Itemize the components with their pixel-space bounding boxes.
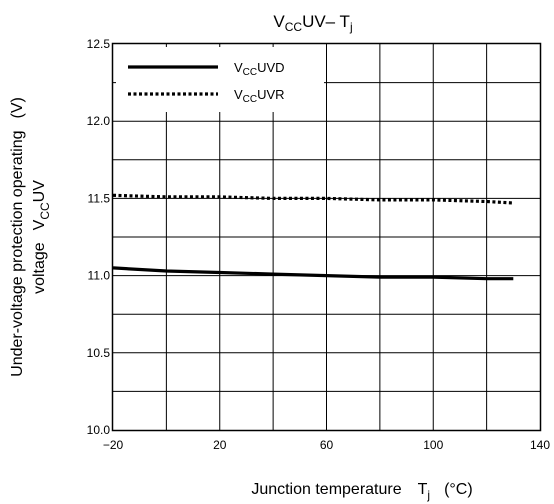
plot-border: [111, 42, 542, 432]
x-tick-label: 60: [320, 438, 334, 452]
series-group: [112, 193, 514, 281]
x-tick-label: −20: [103, 438, 124, 452]
x-tick-labels: −20 20 60 100 140: [103, 438, 551, 452]
y-tick-label: 11.5: [88, 191, 111, 205]
y-tick-label: 10.5: [87, 346, 111, 360]
y-tick-label: 12.0: [87, 114, 111, 128]
chart-title: VCCUV– Tj: [273, 12, 352, 34]
x-tick-label: 140: [530, 438, 550, 452]
y-tick-labels: 10.0 10.5 11.0 11.5 12.0 12.5: [87, 37, 111, 437]
y-axis-label-line2: voltageVCCUV: [31, 180, 52, 294]
legend-box: [116, 47, 324, 112]
legend: VCCUVD VCCUVR: [116, 47, 324, 112]
y-tick-label: 11.0: [88, 269, 111, 283]
x-tick-label: 100: [423, 438, 443, 452]
y-axis-label-line1: Under-voltage protection operating(V): [9, 97, 26, 377]
legend-label-vccuvr: VCCUVR: [234, 87, 285, 105]
y-tick-label: 12.5: [87, 37, 111, 51]
y-tick-label: 10.0: [87, 423, 111, 437]
x-axis-label: Junction temperature Tj (°C): [251, 481, 472, 502]
series-line-vccuvr: [112, 193, 514, 205]
legend-label-vccuvd: VCCUVD: [234, 60, 285, 78]
x-tick-label: 20: [213, 438, 227, 452]
series-line-vccuvd: [112, 266, 514, 281]
